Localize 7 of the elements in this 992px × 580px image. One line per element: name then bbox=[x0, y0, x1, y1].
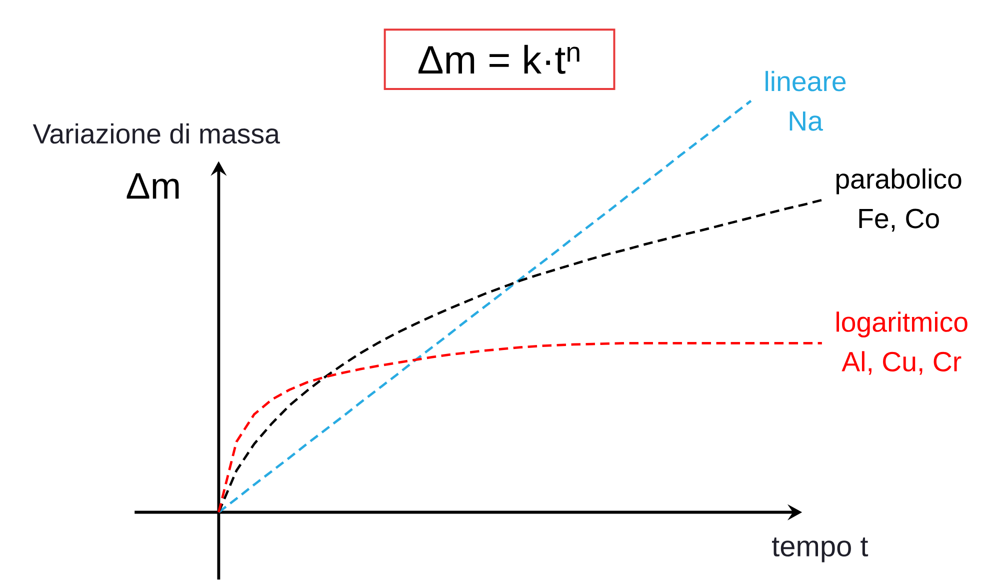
chart-title: Δm = k·t$^{n}$ bbox=[418, 45, 580, 74]
series-label: logaritmico Al, Cu, Cr bbox=[836, 312, 968, 376]
x-axis-title: tempo t bbox=[772, 538, 868, 562]
series-label: parabolico Fe, Co bbox=[836, 168, 962, 232]
series-label: lineare Na bbox=[766, 71, 846, 132]
text: Δm bbox=[126, 173, 179, 199]
y-axis-title: Variazione di massa bbox=[32, 124, 280, 144]
